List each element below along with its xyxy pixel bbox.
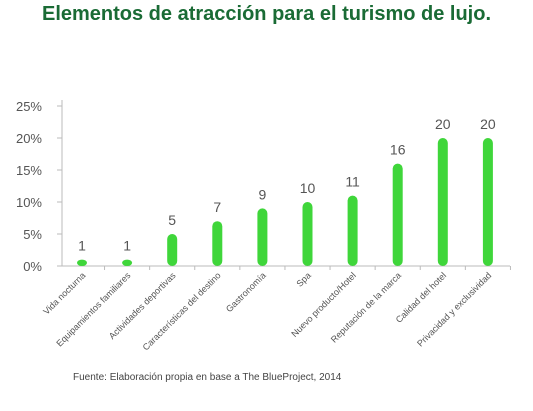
data-label: 1 xyxy=(78,238,86,254)
y-tick-label: 5% xyxy=(23,227,42,242)
bar xyxy=(347,195,358,266)
bars xyxy=(77,138,493,266)
data-label: 20 xyxy=(435,116,451,132)
axes xyxy=(61,100,511,270)
y-tick-label: 10% xyxy=(16,195,42,210)
x-category-label: Privacidad y exclusividad xyxy=(415,270,493,348)
y-axis: 0% 5% 10% 15% 20% 25% xyxy=(16,99,62,274)
data-label: 7 xyxy=(213,199,221,215)
bar xyxy=(392,163,403,266)
x-category-label: Vida nocturna xyxy=(41,270,87,316)
y-tick-label: 15% xyxy=(16,163,42,178)
data-label: 16 xyxy=(390,142,406,158)
bar xyxy=(482,138,493,266)
bar xyxy=(257,208,268,266)
y-tick-label: 20% xyxy=(16,131,42,146)
data-label: 9 xyxy=(259,186,267,202)
bar xyxy=(212,221,223,266)
bar xyxy=(122,259,133,266)
data-label: 10 xyxy=(300,180,316,196)
bar xyxy=(167,234,178,266)
y-tick-label: 25% xyxy=(16,99,42,114)
data-label: 20 xyxy=(480,116,496,132)
bar xyxy=(77,259,87,266)
x-category-label: Equipamientos familiares xyxy=(54,270,133,349)
chart-title: Elementos de atracción para el turismo d… xyxy=(41,3,491,25)
bar xyxy=(302,202,313,266)
x-category-label: Características del destino xyxy=(141,270,223,352)
data-label: 5 xyxy=(168,212,176,228)
data-label: 1 xyxy=(123,238,131,254)
y-tick-label: 0% xyxy=(23,259,42,274)
x-category-label: Spa xyxy=(295,270,313,288)
bar xyxy=(437,138,448,266)
source-note: Fuente: Elaboración propia en base a The… xyxy=(73,372,342,383)
x-category-label: Gastronomía xyxy=(224,270,268,314)
data-label: 11 xyxy=(345,174,360,190)
